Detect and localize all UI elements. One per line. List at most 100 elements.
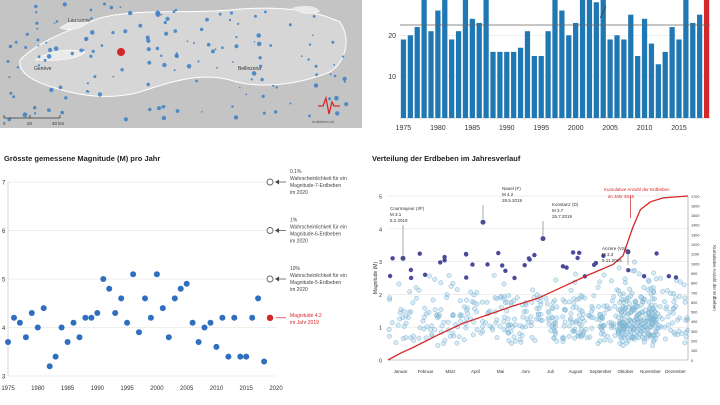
dist-quake-point	[638, 329, 643, 335]
dist-quake-point	[480, 319, 486, 324]
dist-quake-point	[490, 327, 496, 333]
mag-point	[94, 310, 101, 316]
dist-event-label: Courmayeur (I/F)	[390, 206, 425, 211]
map-epicenter-dot	[155, 46, 160, 51]
dist-quake-point	[637, 316, 643, 322]
dist-quake-point	[406, 309, 412, 315]
bar	[566, 35, 572, 118]
bar	[400, 39, 407, 118]
dist-y-tick-label: 0	[379, 359, 382, 365]
map-epicenter-dot	[103, 2, 106, 6]
dist-quake-point	[414, 295, 419, 301]
dist-quake-point	[655, 311, 661, 317]
dist-quake-point	[639, 334, 645, 340]
mag-point	[255, 295, 262, 302]
mag-y-tick-label: 3	[2, 375, 6, 381]
dist-quake-point	[508, 340, 514, 346]
map-canvas: Lausanne Genève Bellinzona 0 20 40 km er…	[0, 0, 362, 128]
map-epicenter-dot	[201, 111, 203, 113]
map-epicenter-dot	[14, 40, 18, 44]
map-epicenter-dot	[89, 8, 93, 12]
dist-quake-point	[619, 297, 624, 303]
dist-quake-point	[407, 289, 413, 295]
mag-point	[195, 339, 202, 345]
dist-quake-point	[683, 334, 689, 340]
bar	[559, 10, 565, 119]
dist-event-label: M 4.2	[502, 192, 514, 197]
scale-label-20: 20	[27, 121, 33, 126]
dist-quake-point	[456, 334, 462, 340]
dist-quake-point	[626, 301, 632, 306]
dist-quake-point	[646, 320, 651, 326]
dist-quake-point	[562, 319, 568, 325]
mag-x-tick-label: 1995	[120, 386, 134, 392]
mag-reference-label: Magnitude-6-Erdbeben	[290, 232, 341, 238]
dist-quake-point	[622, 332, 628, 338]
dist-y2-tick-label: 1200	[691, 243, 699, 247]
map-epicenter-dot	[36, 27, 39, 30]
mag-highlight-point	[266, 314, 274, 321]
dist-large-quake-point	[500, 263, 505, 268]
dist-quake-point	[671, 329, 677, 335]
dist-large-quake-point	[503, 268, 508, 273]
mag-arrow-head-icon	[275, 179, 280, 185]
dist-y2-tick-label: 500	[691, 311, 697, 315]
map-epicenter-dot	[258, 56, 262, 60]
dist-quake-point	[578, 292, 584, 298]
map-epicenter-dot	[231, 61, 234, 63]
dist-quake-point	[638, 294, 644, 300]
dist-quake-point	[647, 313, 653, 319]
dist-quake-point	[650, 343, 656, 349]
map-epicenter-dot	[344, 102, 349, 107]
dist-quake-point	[630, 334, 636, 340]
dist-quake-point	[506, 293, 512, 299]
dist-quake-point	[447, 333, 453, 339]
bar	[662, 51, 668, 119]
dist-quake-point	[429, 323, 434, 329]
dist-quake-point	[552, 324, 558, 330]
dist-quake-point	[677, 293, 682, 299]
dist-quake-point	[386, 333, 392, 339]
dist-quake-point	[397, 316, 403, 322]
map-epicenter-dot	[275, 86, 278, 89]
dist-quake-point	[551, 335, 557, 341]
bar	[579, 0, 586, 118]
dist-quake-point	[474, 327, 480, 333]
dist-quake-point	[670, 305, 676, 311]
dist-month-label: August	[568, 369, 583, 374]
mag-y-tick-label: 4	[2, 326, 6, 332]
dist-quake-point	[508, 299, 514, 305]
mag-point	[183, 280, 190, 287]
dist-y2-tick-label: 1400	[691, 224, 699, 228]
bar	[407, 35, 413, 118]
dist-notable-quake-point	[540, 236, 546, 242]
dist-quake-point	[619, 312, 625, 318]
map-epicenter-dot	[300, 55, 303, 57]
dist-quake-point	[589, 325, 595, 331]
map-epicenter-dot	[260, 77, 264, 82]
bar-x-tick-label: 1990	[499, 125, 515, 132]
mag-reference-marker	[266, 227, 274, 234]
dist-quake-point	[401, 308, 407, 314]
map-epicenter-dot	[313, 83, 319, 88]
dist-quake-point	[396, 281, 402, 287]
map-epicenter-dot	[16, 66, 19, 69]
mag-x-tick-label: 1980	[31, 386, 45, 392]
dist-quake-point	[668, 290, 674, 296]
dist-quake-point	[611, 294, 617, 300]
dist-quake-point	[464, 297, 469, 303]
dist-quake-point	[576, 321, 582, 327]
map-epicenter-dot	[24, 46, 28, 49]
dist-quake-point	[561, 323, 567, 329]
dist-y2-tick-label: 200	[691, 340, 697, 344]
dist-quake-point	[627, 317, 633, 323]
dist-month-label: Mai	[497, 369, 504, 374]
dist-quake-point	[421, 314, 427, 320]
dist-quake-point	[459, 313, 465, 319]
bar	[669, 27, 675, 118]
dist-large-quake-point	[408, 275, 414, 281]
dist-quake-point	[578, 327, 584, 333]
dist-quake-point	[664, 288, 670, 294]
map-epicenter-dot	[55, 20, 59, 23]
bar-x-tick-label: 1995	[533, 125, 549, 132]
